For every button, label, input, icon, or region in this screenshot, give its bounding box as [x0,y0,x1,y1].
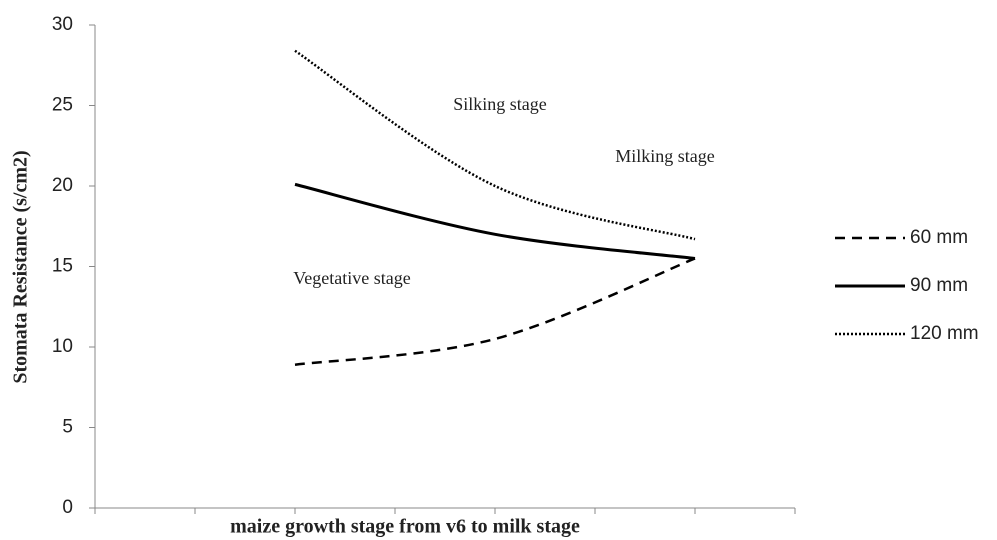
legend-label: 60 mm [910,227,968,248]
series-line [294,49,696,241]
y-tick-label: 5 [62,417,73,438]
series-line [294,257,696,366]
annotation: Vegetative stage [293,268,410,288]
y-tick-label: 25 [52,95,73,116]
legend-label: 120 mm [910,323,979,344]
annotation: Silking stage [453,94,547,114]
y-tick-label: 0 [62,497,73,518]
x-axis-title: maize growth stage from v6 to milk stage [230,516,580,538]
legend-label: 90 mm [910,275,968,296]
series-line [294,182,696,260]
y-axis-title: Stomata Resistance (s/cm2) [10,150,32,383]
y-tick-label: 30 [52,14,73,35]
y-tick-label: 20 [52,175,73,196]
y-tick-label: 10 [52,336,73,357]
annotation: Milking stage [615,146,715,166]
y-tick-label: 15 [52,256,73,277]
